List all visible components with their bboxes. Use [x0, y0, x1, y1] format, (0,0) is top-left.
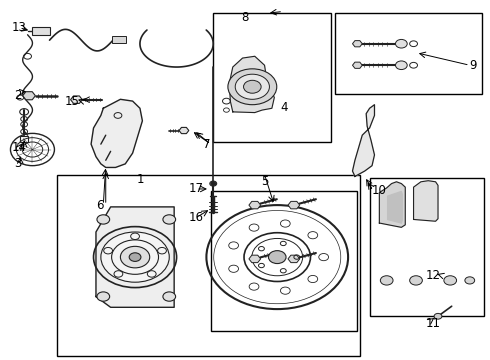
Circle shape — [380, 276, 393, 285]
Polygon shape — [249, 255, 261, 263]
Bar — [20, 136, 28, 142]
Text: 17: 17 — [189, 183, 204, 195]
Circle shape — [269, 251, 286, 264]
Circle shape — [465, 277, 475, 284]
Circle shape — [444, 276, 457, 285]
Text: 14: 14 — [11, 141, 26, 154]
Bar — [369, 178, 485, 316]
Circle shape — [235, 74, 270, 99]
Circle shape — [129, 253, 141, 261]
Text: 12: 12 — [426, 269, 441, 282]
Circle shape — [211, 182, 216, 185]
Polygon shape — [179, 127, 189, 134]
Polygon shape — [23, 92, 35, 100]
Polygon shape — [288, 255, 300, 263]
Bar — [112, 36, 126, 42]
Text: 13: 13 — [11, 21, 26, 34]
Circle shape — [101, 232, 169, 282]
Polygon shape — [352, 41, 362, 47]
Polygon shape — [249, 201, 261, 209]
Circle shape — [244, 80, 261, 93]
Circle shape — [228, 69, 277, 105]
Text: 10: 10 — [372, 184, 387, 197]
Bar — [335, 13, 482, 94]
Polygon shape — [71, 96, 82, 103]
Bar — [211, 191, 357, 330]
Polygon shape — [96, 207, 174, 307]
Polygon shape — [388, 192, 402, 223]
Polygon shape — [91, 99, 143, 167]
Circle shape — [410, 276, 422, 285]
Text: 2: 2 — [14, 89, 22, 102]
Text: 3: 3 — [14, 157, 22, 170]
Circle shape — [395, 40, 407, 48]
Text: 7: 7 — [203, 138, 211, 150]
Text: 8: 8 — [241, 12, 249, 24]
Text: 9: 9 — [469, 59, 477, 72]
Bar — [213, 13, 331, 142]
Text: 4: 4 — [280, 101, 288, 114]
Circle shape — [163, 215, 175, 224]
Bar — [57, 175, 360, 356]
Circle shape — [395, 61, 407, 69]
Text: 11: 11 — [426, 317, 441, 330]
Circle shape — [434, 314, 442, 319]
Polygon shape — [352, 105, 374, 176]
Circle shape — [97, 215, 110, 224]
Polygon shape — [414, 181, 438, 221]
Polygon shape — [288, 201, 300, 209]
Text: 16: 16 — [189, 211, 204, 224]
Text: 15: 15 — [64, 95, 79, 108]
Polygon shape — [352, 62, 362, 68]
Bar — [32, 27, 49, 35]
Circle shape — [121, 246, 150, 268]
Text: 6: 6 — [96, 199, 103, 212]
Polygon shape — [229, 56, 274, 113]
Circle shape — [163, 292, 175, 301]
Polygon shape — [379, 182, 405, 227]
Circle shape — [97, 292, 110, 301]
Text: 1: 1 — [136, 173, 144, 186]
Text: 5: 5 — [261, 175, 268, 188]
